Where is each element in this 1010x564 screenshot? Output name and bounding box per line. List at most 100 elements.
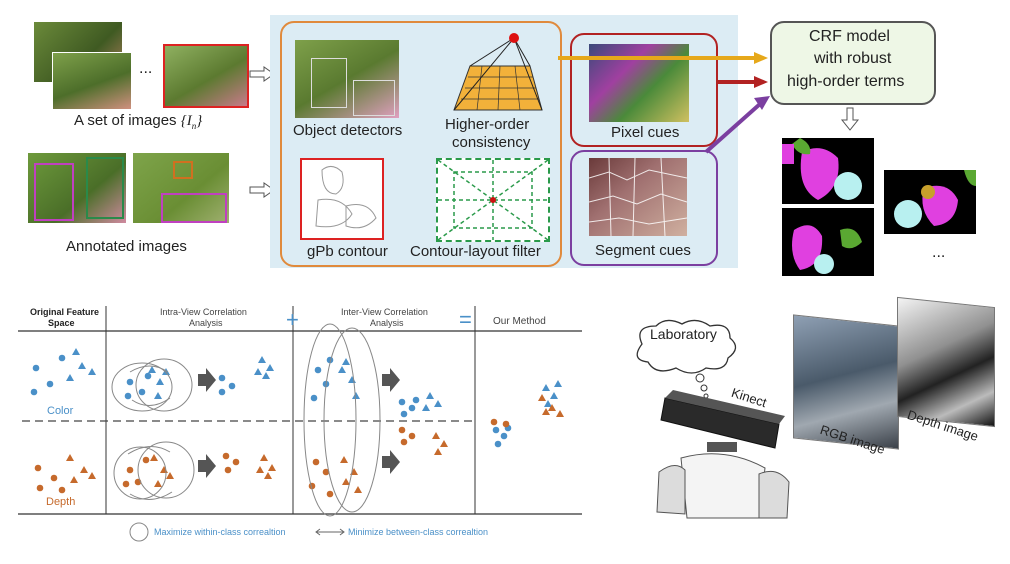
triangle-marker	[434, 448, 442, 455]
segment-cues-box	[570, 150, 718, 266]
circle-marker	[218, 374, 226, 382]
circle-marker	[310, 394, 318, 402]
triangle-marker	[162, 368, 170, 375]
row-color-label: Color	[47, 405, 74, 417]
image-set-label: A set of images {In}	[74, 112, 203, 131]
triangle-marker	[262, 372, 270, 379]
legend-maximize: Maximize within-class correaltion	[154, 527, 286, 537]
equals-sign: =	[459, 307, 472, 332]
circle-marker	[58, 354, 66, 362]
circle-marker	[224, 466, 232, 474]
thought-bubble	[636, 319, 737, 399]
triangle-marker	[150, 454, 158, 461]
triangle-marker	[70, 476, 78, 483]
circle-marker	[400, 438, 408, 446]
col-inter-line1: Inter-View Correlation	[341, 307, 428, 317]
col-original-line2: Space	[48, 318, 75, 328]
circle-marker	[312, 458, 320, 466]
annotated-images-label: Annotated images	[66, 238, 187, 255]
circle-marker	[398, 426, 406, 434]
circle-marker	[408, 432, 416, 440]
circle-marker	[314, 366, 322, 374]
circle-marker	[222, 452, 230, 460]
feature-box	[280, 21, 562, 267]
circle-marker	[30, 388, 38, 396]
circle-marker	[232, 458, 240, 466]
circle-marker	[34, 464, 42, 472]
row-depth-label: Depth	[46, 496, 76, 508]
higher-order-grid-icon	[453, 33, 543, 111]
triangle-marker	[556, 410, 564, 417]
triangle-marker	[258, 356, 266, 363]
triangle-marker	[338, 366, 346, 373]
segment-cues-image	[589, 158, 687, 236]
crf-line-2: with robust	[814, 50, 892, 67]
input-arrow-2	[249, 182, 275, 198]
triangle-marker	[268, 464, 276, 471]
input-arrow-1	[249, 66, 275, 82]
photo-highlight	[163, 44, 249, 108]
circle-marker	[408, 404, 416, 412]
triangle-marker	[66, 454, 74, 461]
circle-marker	[36, 484, 44, 492]
results-ellipsis: ...	[932, 244, 946, 261]
circle-marker	[32, 364, 40, 372]
gpb-contour-label: gPb contour	[307, 243, 388, 260]
object-detectors-label: Object detectors	[293, 122, 403, 139]
circle-marker	[46, 380, 54, 388]
triangle-marker	[264, 472, 272, 479]
triangle-marker	[354, 486, 362, 493]
pixel-cues-box	[570, 33, 718, 147]
triangle-marker	[434, 400, 442, 407]
col-our-method: Our Method	[493, 316, 546, 327]
triangle-marker	[80, 466, 88, 473]
circle-marker	[138, 388, 146, 396]
higher-order-label-2: consistency	[452, 134, 531, 151]
triangle-marker	[352, 392, 360, 399]
circle-marker	[502, 420, 510, 428]
contour-layout-label: Contour-layout filter	[410, 243, 541, 260]
triangle-marker	[154, 480, 162, 487]
circle-marker	[400, 410, 408, 418]
triangle-marker	[256, 466, 264, 473]
circle-marker	[398, 398, 406, 406]
annotated-photo-1	[28, 153, 126, 223]
triangle-marker	[422, 404, 430, 411]
triangle-marker	[266, 364, 274, 371]
photo-stack-front	[52, 52, 132, 110]
triangle-marker	[148, 366, 156, 373]
thought-label: Laboratory	[650, 326, 717, 342]
triangle-marker	[254, 368, 262, 375]
annotated-photo-2	[133, 153, 229, 223]
circle-marker	[124, 392, 132, 400]
segment-cues-label: Segment cues	[595, 242, 691, 259]
triangle-marker	[538, 394, 546, 401]
triangle-marker	[88, 368, 96, 375]
triangle-marker	[342, 358, 350, 365]
circle-marker	[122, 480, 130, 488]
object-detector-photo	[295, 40, 399, 118]
crf-down-arrow	[840, 107, 860, 131]
circle-marker	[412, 396, 420, 404]
triangle-marker	[548, 404, 556, 411]
triangle-marker	[72, 348, 80, 355]
triangle-marker	[154, 392, 162, 399]
legend-minimize: Minimize between-class correaltion	[348, 527, 489, 537]
contour-layout-image	[436, 158, 550, 242]
kinect-robot-icon	[656, 390, 790, 519]
col-inter-line2: Analysis	[370, 318, 404, 328]
circle-marker	[500, 432, 508, 440]
cue-arrows	[558, 52, 770, 154]
crf-model-box	[770, 21, 936, 105]
circle-marker	[490, 418, 498, 426]
circle-marker	[50, 474, 58, 482]
triangle-marker	[348, 376, 356, 383]
triangle-marker	[88, 472, 96, 479]
triangle-marker	[342, 478, 350, 485]
triangle-marker	[166, 472, 174, 479]
circle-marker	[58, 486, 66, 494]
circle-marker	[126, 378, 134, 386]
